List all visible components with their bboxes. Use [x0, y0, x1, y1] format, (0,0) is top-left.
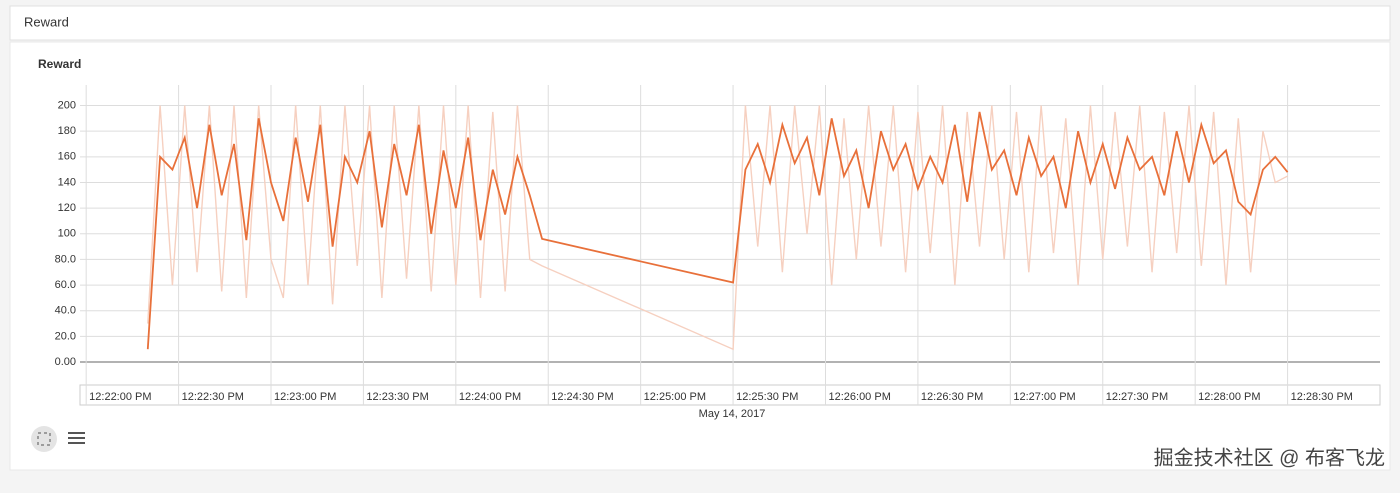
y-tick-label: 60.0 — [55, 279, 76, 291]
x-tick-label: 12:23:30 PM — [366, 391, 428, 403]
card — [9, 41, 1391, 471]
watermark: 掘金技术社区 @ 布客飞龙 — [1154, 446, 1385, 469]
x-tick-label: 12:26:00 PM — [828, 391, 890, 403]
header-title: Reward — [24, 14, 69, 29]
y-tick-label: 120 — [58, 202, 76, 214]
header-bar — [9, 5, 1391, 41]
plot: 0.00 20.0 40.0 60.0 80.0 100 120 140 160 180 200 12… — [55, 85, 1380, 405]
x-tick-label: 12:25:30 PM — [736, 391, 798, 403]
x-tick-label: 12:23:00 PM — [274, 391, 336, 403]
chart-title: Reward — [38, 57, 81, 71]
y-tick-label: 180 — [58, 125, 76, 137]
y-tick-label: 40.0 — [55, 305, 76, 317]
x-tick-label: 12:27:00 PM — [1013, 391, 1075, 403]
y-tick-label: 140 — [58, 176, 76, 188]
x-tick-label: 12:22:30 PM — [182, 391, 244, 403]
y-tick-label: 80.0 — [55, 253, 76, 265]
fit-button[interactable] — [31, 426, 57, 452]
series-line — [147, 105, 1288, 351]
x-axis-label: May 14, 2017 — [699, 408, 766, 420]
y-tick-label: 200 — [58, 99, 76, 111]
menu-icon[interactable] — [68, 432, 85, 444]
y-tick-label: 160 — [58, 151, 76, 163]
x-tick-label: 12:27:30 PM — [1106, 391, 1168, 403]
fit-icon — [37, 432, 51, 446]
x-tick-label: 12:24:30 PM — [551, 391, 613, 403]
x-tick-label: 12:24:00 PM — [459, 391, 521, 403]
y-tick-label: 20.0 — [55, 330, 76, 342]
x-tick-label: 12:28:30 PM — [1291, 391, 1353, 403]
x-tick-label: 12:22:00 PM — [89, 391, 151, 403]
x-tick-label: 12:26:30 PM — [921, 391, 983, 403]
x-tick-label: 12:25:00 PM — [644, 391, 706, 403]
y-tick-label: 100 — [58, 228, 76, 240]
x-axis-box — [79, 384, 1381, 406]
y-tick-label: 0.00 — [55, 356, 76, 368]
series-line — [146, 111, 1289, 350]
x-tick-label: 12:28:00 PM — [1198, 391, 1260, 403]
